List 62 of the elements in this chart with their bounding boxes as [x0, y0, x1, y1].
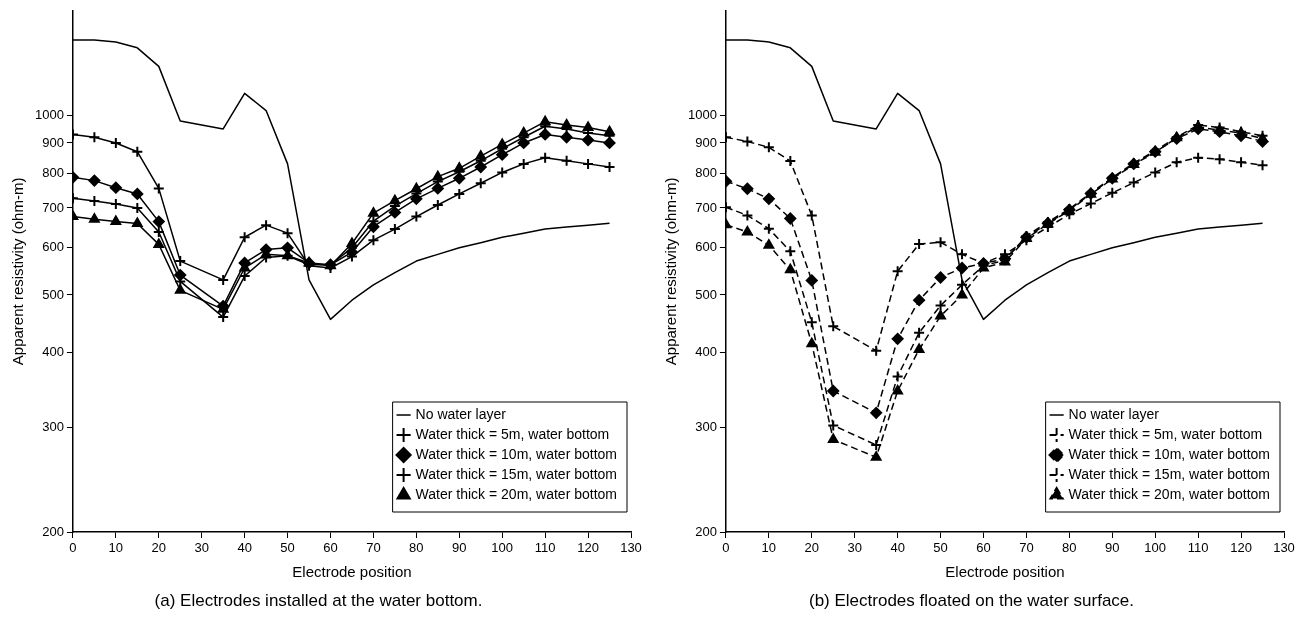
text: (b) Electrodes floated on the water surface.: [808, 591, 1135, 611]
y-tick-label: 1000: [35, 107, 64, 123]
legend-label: Water thick = 20m, water bottom: [1068, 485, 1270, 502]
text: (a) Electrodes installed at the water bottom.: [154, 591, 483, 611]
legend-label: Water thick = 5m, water bottom: [1068, 425, 1263, 442]
x-axis-title: Electrode position: [292, 562, 412, 580]
x-tick-label: 10: [108, 540, 124, 556]
x-tick-label: 130: [620, 540, 642, 556]
legend-label: Water thick = 5m, water bottom: [415, 425, 610, 442]
y-tick-label: 300: [42, 418, 64, 434]
y-tick-label: 900: [42, 134, 64, 150]
y-tick-label: 400: [695, 344, 717, 360]
legend-label: No water layer: [415, 405, 507, 422]
y-tick-label: 500: [42, 286, 64, 302]
y-tick-label: 700: [42, 199, 64, 215]
y-tick-label: 500: [695, 286, 717, 302]
x-tick-label: 0: [722, 540, 730, 556]
y-tick-label: 200: [42, 523, 64, 539]
y-tick-label: 200: [695, 523, 717, 539]
x-tick-label: 40: [890, 540, 905, 556]
x-tick-label: 80: [409, 540, 424, 556]
x-tick-label: 40: [237, 540, 252, 556]
x-tick-label: 130: [1273, 540, 1295, 556]
y-tick-label: 800: [42, 164, 64, 180]
x-tick-label: 50: [280, 540, 295, 556]
x-tick-label: 120: [577, 540, 599, 556]
x-tick-label: 120: [1230, 540, 1252, 556]
x-tick-label: 70: [366, 540, 381, 556]
x-tick-label: 90: [452, 540, 467, 556]
x-tick-label: 100: [1144, 540, 1167, 556]
x-tick-label: 30: [194, 540, 209, 556]
y-tick-label: 400: [42, 344, 64, 360]
legend-label: Water thick = 20m, water bottom: [415, 485, 617, 502]
x-tick-label: 110: [534, 540, 556, 556]
x-tick-label: 90: [1105, 540, 1120, 556]
y-tick-label: 600: [42, 239, 64, 255]
y-tick-label: 800: [695, 164, 717, 180]
x-tick-label: 110: [1187, 540, 1209, 556]
legend-label: Water thick = 10m, water bottom: [1068, 445, 1270, 462]
legend-label: Water thick = 15m, water bottom: [415, 465, 617, 482]
y-tick-label: 600: [695, 239, 717, 255]
y-tick-label: 900: [695, 134, 717, 150]
x-tick-label: 70: [1019, 540, 1034, 556]
x-tick-label: 50: [933, 540, 948, 556]
y-axis-title: Apparent resistivity (ohm-m): [9, 177, 27, 366]
x-tick-label: 20: [151, 540, 167, 556]
y-axis-title: Apparent resistivity (ohm-m): [662, 177, 680, 366]
x-tick-label: 20: [804, 540, 820, 556]
x-tick-label: 80: [1062, 540, 1077, 556]
y-tick-label: 300: [695, 418, 717, 434]
legend-label: No water layer: [1068, 405, 1160, 422]
legend-label: Water thick = 10m, water bottom: [415, 445, 617, 462]
x-tick-label: 100: [491, 540, 514, 556]
x-axis-title: Electrode position: [945, 562, 1065, 580]
x-tick-label: 60: [323, 540, 338, 556]
x-tick-label: 0: [69, 540, 77, 556]
y-tick-label: 1000: [688, 107, 717, 123]
x-tick-label: 60: [976, 540, 991, 556]
y-tick-label: 700: [695, 199, 717, 215]
x-tick-label: 10: [761, 540, 777, 556]
legend-label: Water thick = 15m, water bottom: [1068, 465, 1270, 482]
x-tick-label: 30: [847, 540, 862, 556]
